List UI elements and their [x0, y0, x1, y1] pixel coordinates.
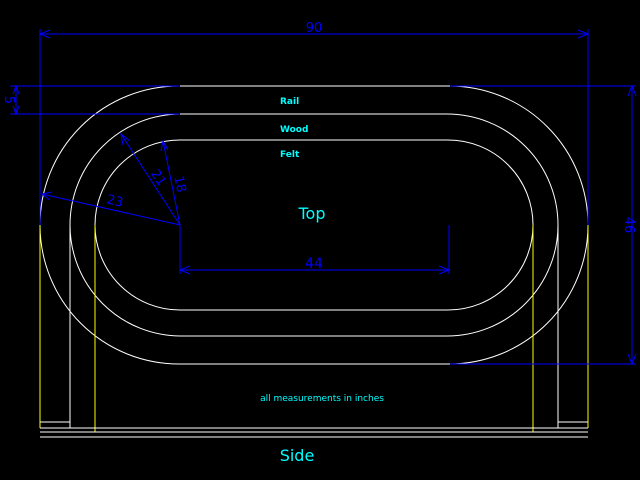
side-view-label: Side	[280, 446, 315, 465]
rail-arrow-top	[12, 84, 20, 95]
rail-label: Rail	[280, 97, 299, 107]
height-arrow-bottom	[627, 353, 637, 366]
width-arrow-right	[577, 29, 590, 39]
height-arrow-top	[627, 84, 637, 97]
radius-mid-arrow	[120, 132, 131, 146]
straight-arrow-right	[438, 265, 451, 275]
dimension-lines	[10, 29, 637, 366]
radius-inner-arrow	[160, 139, 169, 152]
wood-label: Wood	[280, 125, 308, 135]
radius-outer-line	[41, 193, 181, 226]
rail-arrow-bottom	[12, 105, 20, 116]
straight-dimension-text: 44	[305, 256, 323, 272]
felt-label: Felt	[280, 150, 300, 160]
radius-outer-text: 23	[105, 192, 124, 210]
straight-arrow-left	[178, 265, 191, 275]
radius-mid-line	[120, 133, 181, 226]
top-view-label: Top	[298, 204, 326, 223]
units-note: all measurements in inches	[260, 394, 384, 404]
rail-dimension-text: 5	[1, 96, 16, 104]
radius-inner-text: 18	[170, 175, 188, 194]
height-dimension-text: 46	[621, 217, 636, 234]
radius-outer-arrow	[40, 191, 53, 201]
layer-labels: Rail Wood Felt	[280, 97, 308, 160]
radius-inner-line	[162, 140, 181, 226]
width-dimension-text: 90	[306, 21, 323, 36]
width-arrow-left	[38, 29, 51, 39]
side-view-lines	[39, 225, 589, 438]
